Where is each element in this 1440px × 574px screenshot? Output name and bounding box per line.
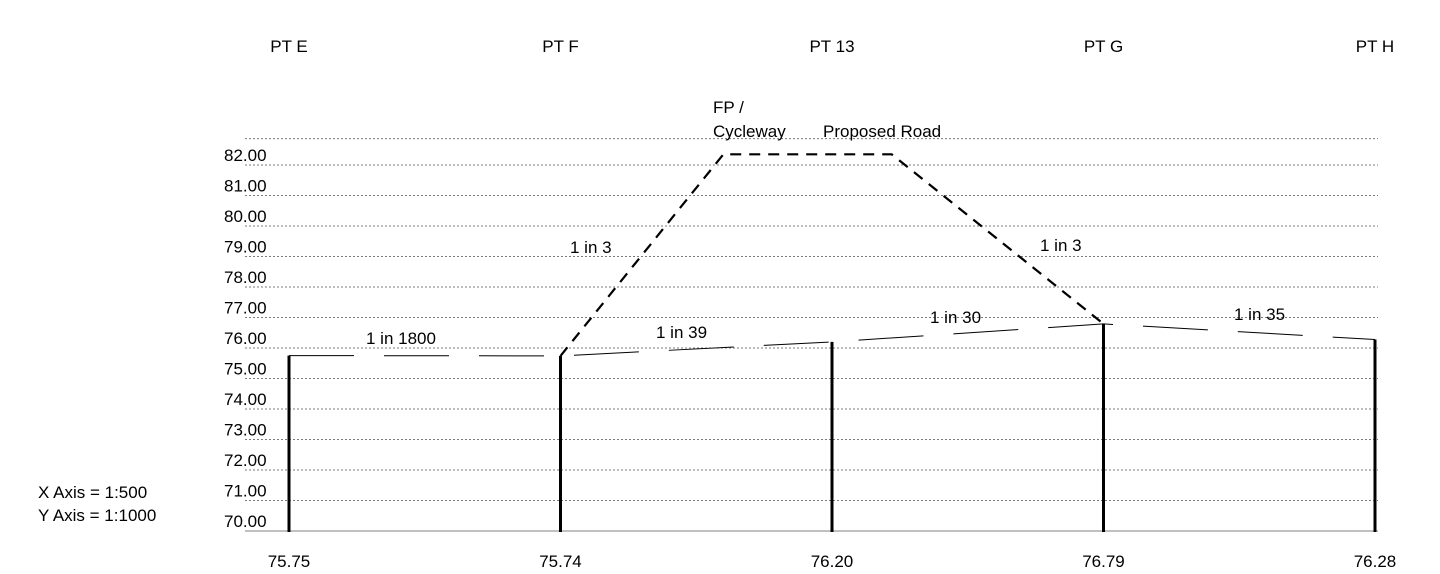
y-tick-label-73-00: 73.00 [224, 421, 267, 440]
level-value-pt-13: 76.20 [811, 552, 854, 571]
y-tick-label-81-00: 81.00 [224, 177, 267, 196]
y-tick-label-71-00: 71.00 [224, 482, 267, 501]
point-labels: PT E 75.75 PT F 75.74 PT 13 76.20 PT G 76.79 PT … [268, 37, 1397, 571]
y-tick-label-76-00: 76.00 [224, 329, 267, 348]
x-axis-scale: X Axis = 1:500 [38, 483, 147, 502]
y-axis-scale: Y Axis = 1:1000 [38, 506, 156, 525]
level-value-pt-e: 75.75 [268, 552, 311, 571]
point-name-pt-g: PT G [1084, 37, 1123, 56]
scale-note: X Axis = 1:500 Y Axis = 1:1000 [38, 483, 156, 525]
y-tick-label-82-00: 82.00 [224, 146, 267, 165]
point-name-pt-13: PT 13 [809, 37, 854, 56]
proposed-road-label: Proposed Road [823, 122, 941, 141]
y-tick-label-70-00: 70.00 [224, 512, 267, 531]
y-tick-label-80-00: 80.00 [224, 207, 267, 226]
gradient-label-1-in-30: 1 in 30 [930, 308, 981, 327]
gradient-label-1-in-39: 1 in 39 [656, 323, 707, 342]
existing-ground-line [288, 323, 1376, 357]
fp-cycleway-label-line2: Cycleway [713, 122, 786, 141]
y-tick-label-79-00: 79.00 [224, 238, 267, 257]
y-axis-tick-labels: 70.00 71.00 72.00 73.00 74.00 75.00 76.00 77.00… [224, 146, 267, 531]
y-tick-label-78-00: 78.00 [224, 268, 267, 287]
level-posts [287, 323, 1377, 532]
gradient-labels: 1 in 1800 1 in 39 1 in 30 1 in 35 1 in 3… [366, 236, 1285, 348]
proposed-road-embankment [559, 153, 1105, 357]
point-name-pt-f: PT F [542, 37, 579, 56]
gradient-label-embankment-right: 1 in 3 [1040, 236, 1082, 255]
road-annotations: FP / Cycleway Proposed Road [713, 98, 941, 141]
level-value-pt-g: 76.79 [1082, 552, 1125, 571]
point-name-pt-e: PT E [270, 37, 307, 56]
gridlines [245, 138, 1378, 532]
gradient-label-embankment-left: 1 in 3 [570, 238, 612, 257]
y-tick-label-72-00: 72.00 [224, 451, 267, 470]
level-value-pt-f: 75.74 [539, 552, 582, 571]
y-tick-label-74-00: 74.00 [224, 390, 267, 409]
gradient-label-1-in-35: 1 in 35 [1234, 305, 1285, 324]
y-tick-label-75-00: 75.00 [224, 360, 267, 379]
existing-ground-profile [288, 323, 1376, 357]
y-tick-label-77-00: 77.00 [224, 299, 267, 318]
fp-cycleway-label-line1: FP / [713, 98, 744, 117]
point-name-pt-h: PT H [1356, 37, 1394, 56]
proposed-road-line [559, 153, 1105, 357]
level-value-pt-h: 76.28 [1354, 552, 1397, 571]
gradient-label-1-in-1800: 1 in 1800 [366, 329, 436, 348]
